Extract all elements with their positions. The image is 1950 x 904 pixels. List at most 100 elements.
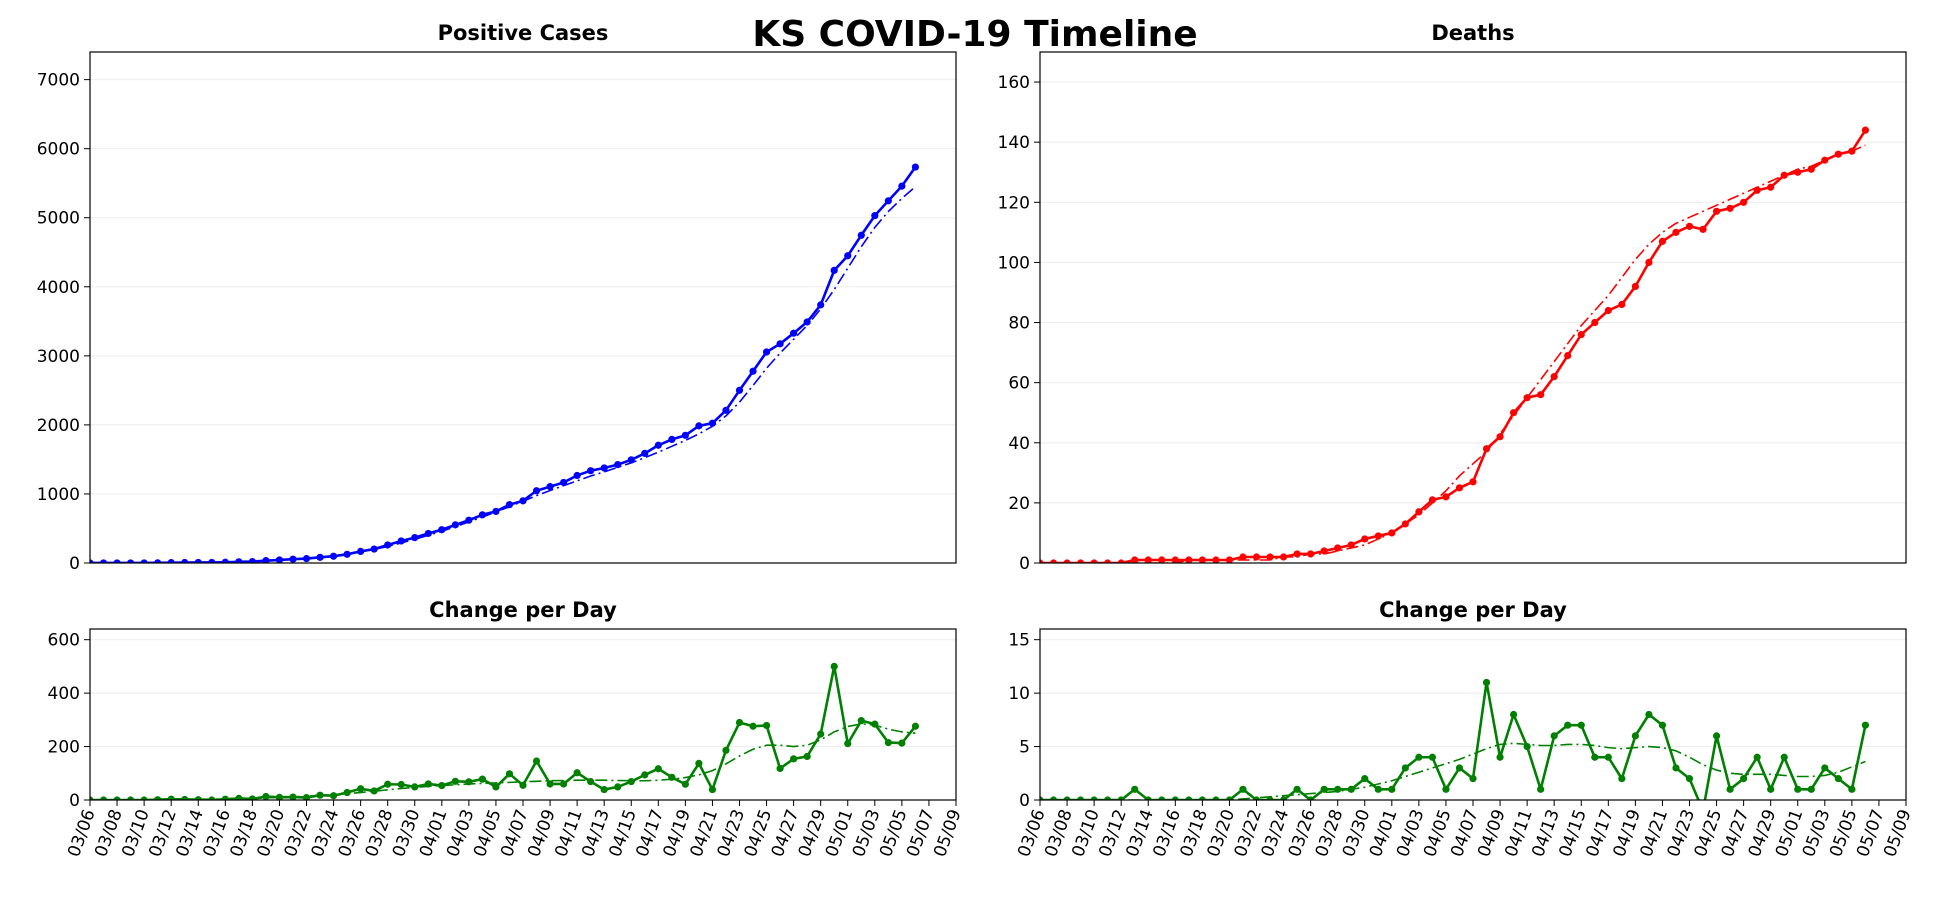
- data-point: [1040, 796, 1044, 800]
- data-point: [1509, 710, 1518, 719]
- data-point: [1861, 721, 1870, 729]
- plot-area: [90, 163, 920, 563]
- data-point: [1212, 796, 1220, 800]
- data-point: [1658, 237, 1667, 245]
- data-point: [1320, 785, 1328, 793]
- data-point: [857, 231, 865, 239]
- data-point: [478, 775, 487, 783]
- data-point: [1577, 330, 1585, 339]
- data-point: [681, 431, 689, 439]
- data-point: [275, 556, 284, 563]
- data-point: [546, 780, 554, 788]
- data-point: [113, 796, 121, 800]
- axes-frame: [1039, 51, 1907, 564]
- data-point: [1171, 556, 1179, 563]
- y-tick-label: 20: [1008, 494, 1030, 514]
- data-point: [803, 318, 811, 326]
- data-point: [1631, 282, 1639, 291]
- data-point: [722, 746, 730, 754]
- data-point: [532, 757, 541, 765]
- data-point: [1144, 796, 1152, 800]
- data-point: [559, 780, 568, 788]
- data-line: [1040, 129, 1867, 563]
- data-point: [1591, 318, 1599, 327]
- data-point: [1767, 785, 1775, 793]
- data-point: [884, 738, 892, 747]
- data-point: [668, 435, 676, 443]
- data-point: [451, 777, 459, 785]
- data-point: [126, 796, 135, 800]
- data-point: [1469, 775, 1477, 783]
- data-point: [262, 557, 270, 563]
- data-point: [1063, 796, 1071, 800]
- data-point: [1104, 796, 1112, 800]
- axes-frame: [89, 628, 957, 801]
- data-point: [1266, 553, 1274, 561]
- data-point: [830, 266, 838, 274]
- data-point: [1131, 556, 1139, 563]
- data-point: [1564, 721, 1572, 729]
- data-point: [1794, 785, 1802, 793]
- y-tick-label: 2000: [37, 416, 80, 436]
- data-point: [1753, 753, 1761, 761]
- data-point: [1780, 753, 1788, 761]
- data-point: [90, 559, 94, 563]
- data-point: [397, 780, 405, 789]
- data-point: [1401, 764, 1409, 772]
- data-point: [1117, 559, 1125, 563]
- y-tick-label: 5: [1019, 738, 1030, 758]
- data-point: [830, 662, 838, 671]
- data-point: [1239, 553, 1247, 561]
- data-point: [1740, 775, 1748, 783]
- data-point: [1293, 550, 1301, 558]
- data-point: [1848, 785, 1856, 793]
- data-point: [1428, 753, 1437, 761]
- data-point: [735, 386, 744, 394]
- y-tick-label: 4000: [37, 278, 80, 298]
- data-point: [1672, 228, 1680, 236]
- y-tick-label: 7000: [37, 71, 80, 91]
- y-tick-label: 10: [1008, 684, 1030, 704]
- data-point: [1658, 721, 1667, 729]
- data-line: [1040, 681, 1867, 800]
- y-tick-label: 80: [1008, 314, 1030, 334]
- data-point: [384, 780, 392, 788]
- data-point: [722, 406, 730, 414]
- data-point: [113, 559, 121, 563]
- data-point: [1685, 775, 1694, 783]
- data-point: [1455, 484, 1464, 492]
- data-point: [1591, 753, 1599, 761]
- y-tick-label: 0: [1019, 554, 1030, 574]
- data-point: [898, 739, 906, 747]
- trend-line: [1040, 742, 1866, 800]
- data-point: [1374, 785, 1382, 793]
- data-point: [1767, 183, 1775, 191]
- data-point: [1361, 775, 1369, 783]
- data-point: [1076, 796, 1085, 800]
- data-point: [749, 367, 757, 375]
- y-tick-label: 160: [998, 73, 1030, 93]
- data-point: [641, 771, 649, 779]
- data-point: [817, 730, 825, 738]
- data-point: [126, 559, 135, 563]
- subplot-title: Change per Day: [1379, 598, 1567, 622]
- data-point: [1131, 785, 1139, 793]
- data-point: [844, 252, 852, 260]
- y-tick-label: 140: [998, 133, 1030, 153]
- y-tick-label: 3000: [37, 347, 80, 367]
- data-point: [654, 765, 662, 773]
- data-point: [573, 769, 581, 777]
- data-point: [1712, 207, 1721, 215]
- data-point: [1618, 775, 1626, 783]
- data-point: [1361, 535, 1369, 543]
- data-point: [735, 718, 744, 727]
- data-point: [370, 545, 378, 553]
- data-point: [1225, 796, 1234, 800]
- data-point: [492, 783, 500, 791]
- trend-line: [1040, 144, 1866, 563]
- data-point: [1496, 753, 1504, 761]
- data-point: [1040, 559, 1044, 563]
- axes-frame: [89, 51, 957, 564]
- data-point: [587, 777, 595, 786]
- subplot-title: Positive Cases: [438, 21, 609, 45]
